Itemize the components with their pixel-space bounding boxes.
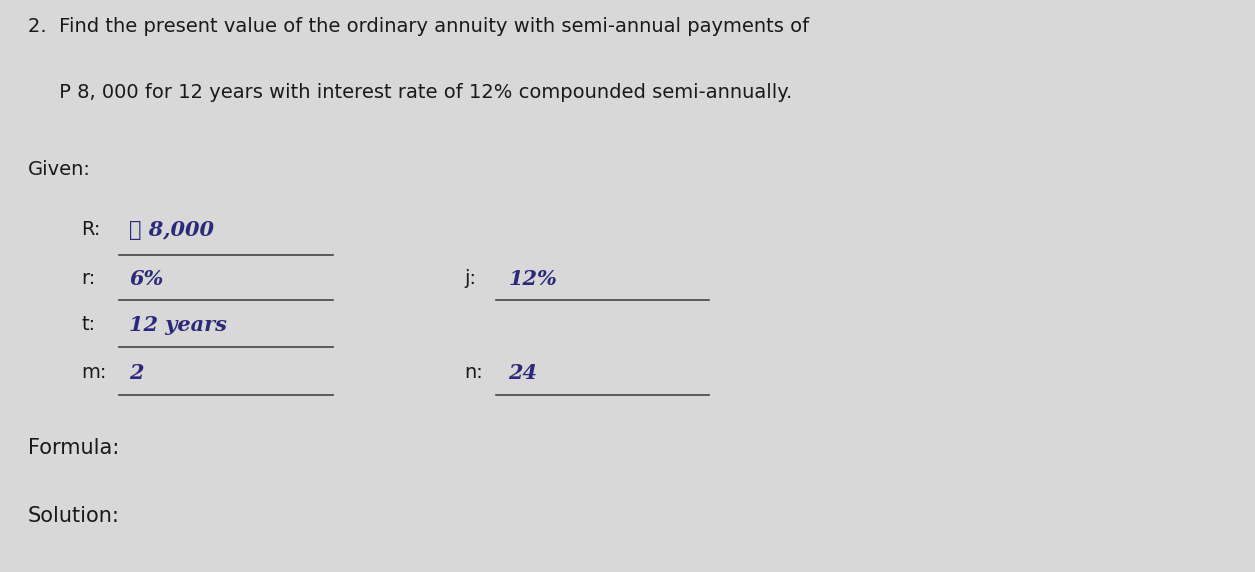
Text: 2.  Find the present value of the ordinary annuity with semi-annual payments of: 2. Find the present value of the ordinar… (28, 17, 808, 36)
Text: 6%: 6% (129, 269, 163, 289)
Text: ℘ 8,000: ℘ 8,000 (129, 220, 215, 240)
Text: j:: j: (464, 269, 477, 288)
Text: 2: 2 (129, 363, 144, 383)
Text: Formula:: Formula: (28, 438, 119, 458)
Text: t:: t: (82, 315, 95, 333)
Text: Solution:: Solution: (28, 506, 119, 526)
Text: R:: R: (82, 220, 100, 239)
Text: n:: n: (464, 363, 483, 382)
Text: 24: 24 (508, 363, 537, 383)
Text: 12 years: 12 years (129, 315, 227, 335)
Text: P 8, 000 for 12 years with interest rate of 12% compounded semi-annually.: P 8, 000 for 12 years with interest rate… (28, 83, 792, 102)
Text: r:: r: (82, 269, 95, 288)
Text: 12%: 12% (508, 269, 557, 289)
Text: Given:: Given: (28, 160, 90, 179)
Text: m:: m: (82, 363, 107, 382)
